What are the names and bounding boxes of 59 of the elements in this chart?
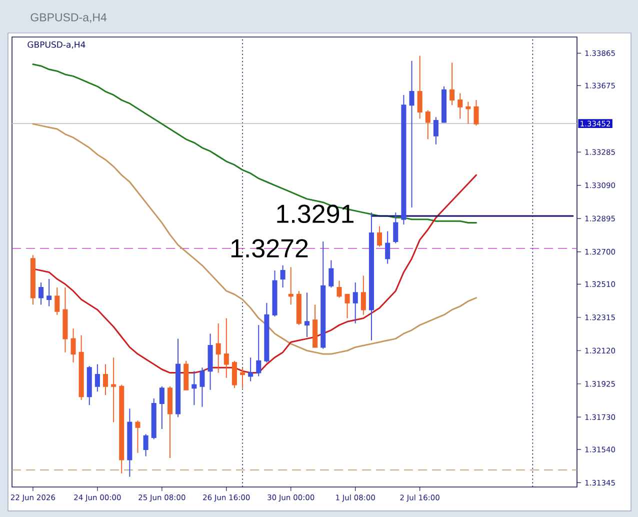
- candlestick: [70, 328, 76, 364]
- chart-title: GBPUSD-a,H4: [30, 13, 107, 23]
- annotation: 1.3291: [277, 204, 354, 224]
- candlestick: [417, 55, 422, 120]
- candlestick: [296, 290, 302, 326]
- candlestick: [272, 270, 278, 318]
- candlestick: [111, 356, 116, 423]
- candlestick: [368, 212, 374, 341]
- candlestick: [401, 94, 406, 225]
- candlestick: [393, 212, 398, 244]
- candlestick: [54, 287, 60, 316]
- candlestick: [46, 278, 52, 307]
- candlestick: [312, 304, 318, 348]
- candlestick: [352, 282, 358, 324]
- candlestick: [336, 280, 342, 298]
- candlestick: [264, 302, 270, 364]
- candlestick: [224, 318, 229, 378]
- candlestick: [151, 398, 156, 440]
- candlestick: [450, 62, 455, 106]
- candlestick: [176, 338, 181, 418]
- candlestick: [119, 384, 124, 474]
- candlestick: [328, 260, 334, 288]
- candlestick: [184, 360, 189, 390]
- candlestick: [466, 101, 471, 124]
- candlestick: [248, 356, 254, 382]
- candlestick: [102, 364, 108, 396]
- candlestick: [344, 294, 350, 319]
- candlestick: [216, 322, 221, 374]
- candlestick: [200, 367, 205, 408]
- candlestick: [256, 324, 262, 377]
- candlestick: [377, 226, 382, 248]
- candlestick: [38, 282, 44, 306]
- candlestick: [385, 230, 390, 264]
- candlestick: [304, 292, 310, 338]
- candlestick: [441, 86, 447, 123]
- candlestick: [167, 386, 172, 459]
- candlestick: [159, 386, 164, 430]
- candlestick: [30, 254, 36, 306]
- candlestick: [78, 334, 84, 401]
- candlestick: [288, 266, 294, 306]
- candlestick: [320, 241, 326, 350]
- candlestick: [458, 92, 463, 120]
- candlestick: [474, 100, 479, 126]
- candlestick: [409, 60, 414, 208]
- candlestick: [280, 264, 286, 288]
- candlestick: [94, 364, 100, 392]
- candlestick: [127, 408, 132, 478]
- candlestick: [208, 333, 213, 390]
- chart-subtitle: GBPUSD-a,H4: [28, 41, 86, 49]
- candlestick: [192, 370, 197, 406]
- candlestick: [360, 275, 366, 316]
- candlestick: [425, 110, 430, 140]
- candlestick: [232, 360, 237, 389]
- candlestick: [86, 365, 92, 406]
- candlestick: [433, 116, 438, 145]
- candlestick: [240, 367, 246, 389]
- candlestick: [143, 434, 148, 457]
- candlestick: [135, 420, 140, 454]
- candlestick: [62, 287, 68, 353]
